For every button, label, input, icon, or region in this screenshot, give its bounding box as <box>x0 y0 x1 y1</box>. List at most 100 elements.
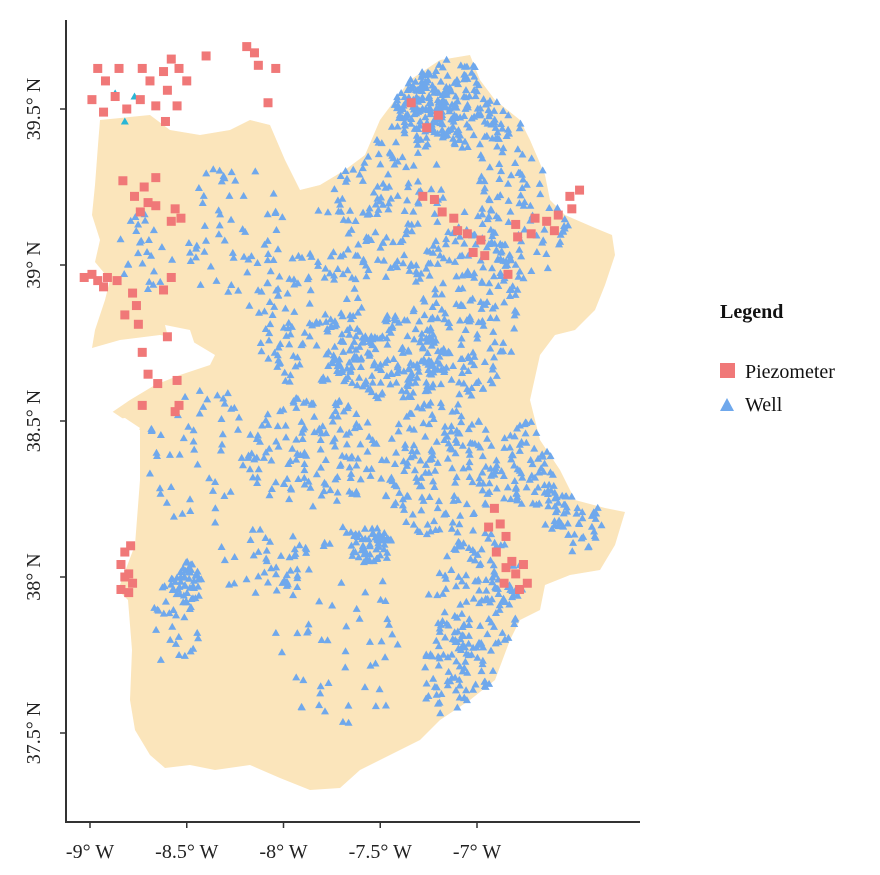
well-marker <box>143 284 152 292</box>
well-marker <box>294 251 303 259</box>
well-marker <box>298 253 307 261</box>
well-marker <box>384 199 393 207</box>
well-marker <box>486 556 495 564</box>
well-marker <box>575 520 584 528</box>
well-marker <box>287 485 296 493</box>
well-marker <box>342 295 351 303</box>
well-marker <box>473 577 482 585</box>
well-marker <box>425 99 434 107</box>
piezometer-marker <box>116 584 126 594</box>
well-marker <box>353 251 362 259</box>
well-marker <box>254 572 263 580</box>
well-marker <box>507 455 516 463</box>
piezometer-marker <box>124 588 134 598</box>
well-marker <box>371 345 380 353</box>
well-marker <box>264 354 273 362</box>
piezometer-marker <box>159 67 169 77</box>
well-marker <box>467 68 476 76</box>
well-marker <box>120 117 129 125</box>
well-marker <box>473 334 482 342</box>
piezometer-marker <box>151 101 161 111</box>
well-marker <box>352 538 361 546</box>
well-marker <box>499 472 508 480</box>
well-marker <box>416 338 425 346</box>
well-marker <box>344 718 353 726</box>
well-marker <box>368 378 377 386</box>
well-marker <box>186 495 195 503</box>
well-marker <box>403 491 412 499</box>
well-marker <box>503 483 512 491</box>
well-marker <box>409 207 418 215</box>
well-marker <box>485 279 494 287</box>
well-marker <box>323 208 332 216</box>
well-marker <box>440 315 449 323</box>
well-marker <box>515 466 524 474</box>
well-marker <box>179 591 188 599</box>
well-marker <box>191 253 200 261</box>
well-marker <box>481 462 490 470</box>
well-marker <box>407 227 416 235</box>
well-marker <box>379 545 388 553</box>
well-marker <box>287 322 296 330</box>
well-marker <box>430 517 439 525</box>
well-marker <box>532 500 541 508</box>
well-marker <box>492 246 501 254</box>
x-tick-label: -9° W <box>66 841 114 863</box>
well-marker <box>478 660 487 668</box>
well-marker <box>492 484 501 492</box>
well-marker <box>375 685 384 693</box>
well-marker <box>341 663 350 671</box>
well-marker <box>382 317 391 325</box>
well-marker <box>442 103 451 111</box>
well-marker <box>322 429 331 437</box>
well-marker <box>511 290 520 298</box>
well-marker <box>444 439 453 447</box>
well-marker <box>400 118 409 126</box>
well-marker <box>480 358 489 366</box>
well-marker <box>363 348 372 356</box>
well-marker <box>315 701 324 709</box>
well-marker <box>482 576 491 584</box>
well-marker <box>400 467 409 475</box>
well-marker <box>455 378 464 386</box>
well-marker <box>447 427 456 435</box>
well-marker <box>328 417 337 425</box>
well-marker <box>404 79 413 87</box>
well-marker <box>474 377 483 385</box>
well-marker <box>415 274 424 282</box>
well-marker <box>262 557 271 565</box>
well-marker <box>591 514 600 522</box>
piezometer-marker <box>116 560 126 570</box>
well-marker <box>500 443 509 451</box>
well-marker <box>310 428 319 436</box>
well-marker <box>455 136 464 144</box>
legend-label-piezometer: Piezometer <box>745 361 835 383</box>
well-marker <box>493 142 502 150</box>
well-marker <box>346 206 355 214</box>
piezometer-marker <box>172 101 182 111</box>
well-marker <box>479 479 488 487</box>
well-marker <box>350 284 359 292</box>
well-marker <box>464 446 473 454</box>
well-marker <box>526 201 535 209</box>
well-marker <box>324 362 333 370</box>
well-marker <box>467 114 476 122</box>
well-marker <box>410 466 419 474</box>
well-marker <box>465 354 474 362</box>
well-marker <box>499 107 508 115</box>
well-marker <box>422 78 431 86</box>
well-marker <box>453 613 462 621</box>
well-marker <box>467 391 476 399</box>
piezometer-marker <box>166 272 176 282</box>
well-marker <box>289 591 298 599</box>
well-marker <box>174 585 183 593</box>
well-marker <box>253 473 262 481</box>
well-marker <box>422 264 431 272</box>
northwest-gap <box>165 325 195 345</box>
well-marker <box>387 434 396 442</box>
well-marker <box>390 314 399 322</box>
well-marker <box>215 221 224 229</box>
well-marker <box>379 179 388 187</box>
well-marker <box>513 285 522 293</box>
well-marker <box>360 158 369 166</box>
